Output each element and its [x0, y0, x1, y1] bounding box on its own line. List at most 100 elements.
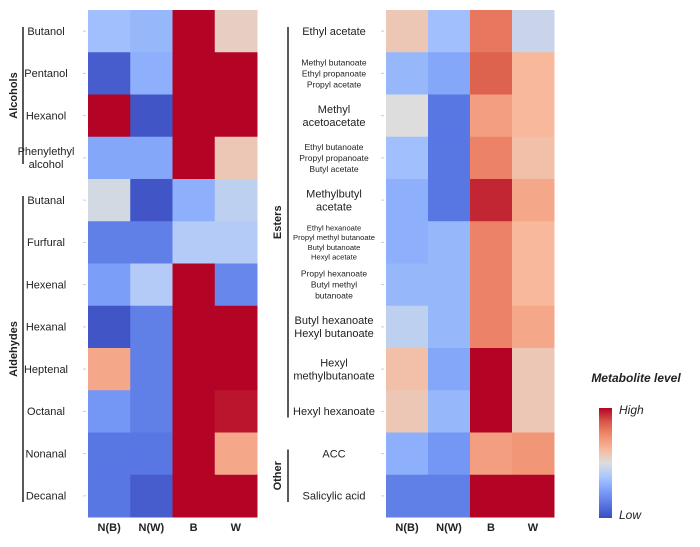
heatmap-cell	[428, 390, 471, 433]
row-label: Ethyl hexanoate Propyl methyl butanoate Bu…	[293, 223, 375, 261]
heatmap-cell	[214, 94, 258, 138]
heatmap-cell	[88, 348, 131, 391]
group-label: Aldehydes	[8, 321, 20, 377]
heatmap-cell	[130, 390, 173, 433]
heatmap-cell	[470, 432, 513, 476]
heatmap-cell	[130, 221, 173, 264]
row-label: Furfural	[27, 237, 65, 249]
heatmap-cell	[130, 474, 173, 518]
heatmap-cell	[88, 52, 131, 95]
heatmap-cell	[88, 94, 131, 138]
heatmap-cell	[214, 432, 258, 476]
group-label: Other	[272, 460, 284, 490]
row-label: Butanol	[27, 26, 64, 38]
heatmap-cell	[512, 179, 555, 222]
heatmap-panel-1: Butanol Pentanol Hexanol Phenylethyl alcohol…	[8, 10, 258, 534]
heatmap-cell	[428, 263, 471, 307]
heatmap-panel-2: Ethyl acetate Methyl butanoate Ethyl propa…	[272, 10, 555, 534]
heatmap-cell	[512, 136, 555, 180]
heatmap-cell	[214, 10, 258, 53]
heatmap-cell	[214, 474, 258, 518]
heatmap-cell	[88, 432, 131, 476]
colorbar	[599, 408, 612, 518]
heatmap-cell	[88, 10, 131, 53]
heatmap-cell	[386, 179, 429, 222]
row-label: Hexyl methylbutanoate	[293, 357, 374, 382]
heatmap-cell	[172, 179, 216, 222]
heatmap-cell	[512, 10, 555, 53]
heatmap-cell	[214, 263, 258, 307]
heatmap-cell	[428, 305, 471, 349]
row-label: Salicylic acid	[303, 491, 366, 503]
row-label: Methyl butanoate Ethyl propanoate Propyl a…	[301, 57, 366, 89]
row-label: Butanal	[27, 195, 64, 207]
row-label: Heptenal	[24, 364, 68, 376]
legend: Metabolite level High Low	[591, 371, 681, 522]
heatmap-cell	[130, 348, 173, 391]
heatmap-cell	[470, 305, 513, 349]
heatmap-cell	[386, 263, 429, 307]
heatmap-cell	[512, 348, 555, 391]
row-label: Butyl hexanoate Hexyl butanoate	[294, 315, 374, 340]
heatmap-cell	[512, 432, 555, 476]
heatmap-cell	[172, 348, 216, 391]
heatmap-cell	[428, 136, 471, 180]
column-label: N(W)	[436, 522, 462, 534]
heatmap-cell	[130, 179, 173, 222]
heatmap-cell	[428, 348, 471, 391]
heatmap-cell	[512, 305, 555, 349]
column-label: N(B)	[98, 522, 122, 534]
heatmap-cell	[428, 94, 471, 138]
heatmap-cell	[214, 179, 258, 222]
heatmap-cell	[470, 221, 513, 264]
heatmap-cell	[88, 179, 131, 222]
row-label: Methylbutyl acetate	[306, 188, 362, 213]
row-label: Pentanol	[24, 68, 67, 80]
heatmap-cell	[172, 390, 216, 433]
heatmap-cell	[214, 305, 258, 349]
heatmap-cell	[470, 348, 513, 391]
heatmap-cell	[214, 52, 258, 95]
heatmap-cell	[386, 432, 429, 476]
heatmap-cell	[386, 10, 429, 53]
heatmap-cell	[130, 136, 173, 180]
heatmap-cell	[470, 474, 513, 518]
column-label: B	[487, 522, 495, 534]
column-label: N(B)	[395, 522, 419, 534]
legend-low-label: Low	[619, 508, 642, 522]
row-label: Hexenal	[26, 279, 66, 291]
heatmap-cell	[172, 136, 216, 180]
heatmap-cell	[428, 474, 471, 518]
row-label: Decanal	[26, 491, 66, 503]
heatmap-cell	[470, 136, 513, 180]
heatmap-cell	[214, 136, 258, 180]
group-label: Esters	[272, 205, 284, 239]
heatmap-cell	[428, 179, 471, 222]
column-label: W	[528, 522, 539, 534]
heatmap-cell	[172, 432, 216, 476]
heatmap-cell	[386, 305, 429, 349]
heatmap-cell	[470, 390, 513, 433]
heatmap-cell	[386, 52, 429, 95]
heatmap-cell	[470, 52, 513, 95]
group-label: Alcohols	[8, 72, 20, 118]
heatmap-cell	[130, 305, 173, 349]
heatmap-cell	[386, 348, 429, 391]
heatmap-cell	[172, 305, 216, 349]
row-label: Propyl hexanoate Butyl methyl butanoate	[301, 269, 367, 301]
column-label: B	[190, 522, 198, 534]
heatmap-cell	[172, 10, 216, 53]
heatmap-cell	[172, 221, 216, 264]
heatmap-cell	[428, 10, 471, 53]
heatmap-cell	[130, 263, 173, 307]
heatmap-cell	[470, 10, 513, 53]
row-label: ACC	[322, 448, 345, 460]
heatmap-cell	[386, 390, 429, 433]
row-label: Hexyl hexanoate	[293, 406, 375, 418]
heatmap-cell	[512, 390, 555, 433]
heatmap-cell	[172, 52, 216, 95]
row-label: Hexanal	[26, 322, 66, 334]
row-label: Ethyl acetate	[302, 26, 366, 38]
row-label: Phenylethyl alcohol	[18, 146, 75, 171]
